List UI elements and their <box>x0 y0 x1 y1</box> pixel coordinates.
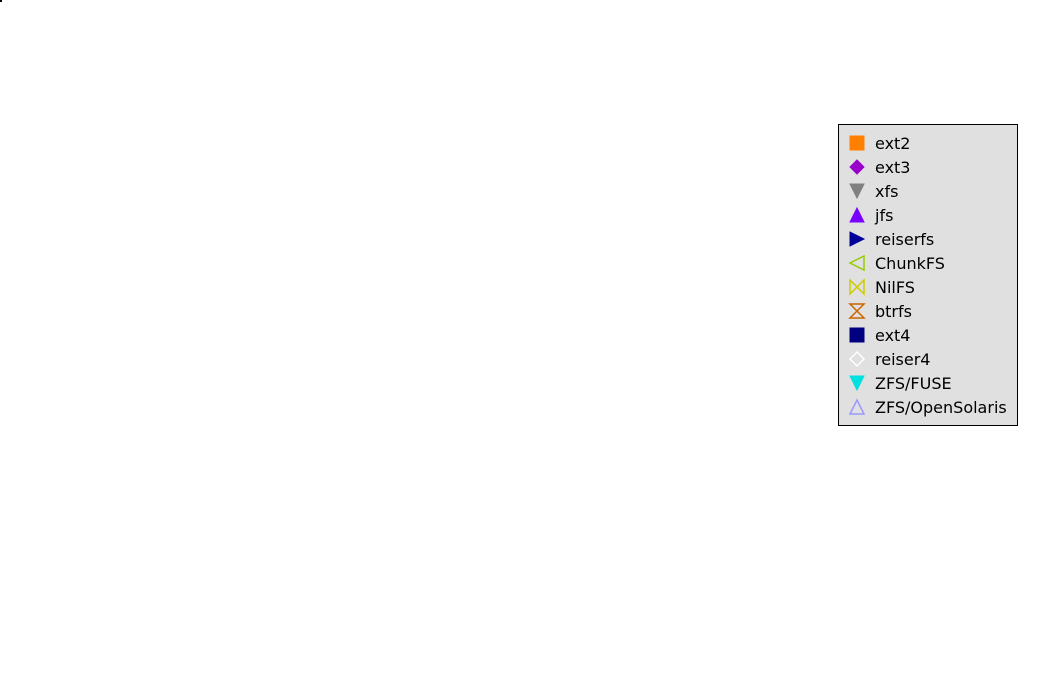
legend-item: ZFS/FUSE <box>845 371 1007 395</box>
legend-item: ext4 <box>845 323 1007 347</box>
legend-item: ext2 <box>845 131 1007 155</box>
legend-label: jfs <box>875 206 893 225</box>
plot-svg <box>0 0 300 150</box>
legend-label: NilFS <box>875 278 915 297</box>
legend-marker-icon <box>845 131 869 155</box>
legend-label: ZFS/OpenSolaris <box>875 398 1007 417</box>
legend-item: NilFS <box>845 275 1007 299</box>
legend-label: xfs <box>875 182 898 201</box>
legend: ext2 ext3 xfs jfs reiserfs ChunkFS NilFS btrfs e… <box>838 124 1018 426</box>
legend-label: ext3 <box>875 158 910 177</box>
legend-label: ext4 <box>875 326 910 345</box>
legend-marker-icon <box>845 323 869 347</box>
legend-label: ChunkFS <box>875 254 945 273</box>
legend-marker-icon <box>845 251 869 275</box>
series-line <box>165 84 301 150</box>
legend-marker-icon <box>845 299 869 323</box>
legend-item: jfs <box>845 203 1007 227</box>
legend-marker-icon <box>845 395 869 419</box>
legend-marker-icon <box>845 203 869 227</box>
legend-marker-icon <box>845 275 869 299</box>
legend-marker-icon <box>845 179 869 203</box>
legend-label: ext2 <box>875 134 910 153</box>
legend-marker-icon <box>845 347 869 371</box>
legend-item: reiser4 <box>845 347 1007 371</box>
legend-item: ZFS/OpenSolaris <box>845 395 1007 419</box>
legend-item: xfs <box>845 179 1007 203</box>
legend-item: ext3 <box>845 155 1007 179</box>
legend-marker-icon <box>845 155 869 179</box>
legend-item: ChunkFS <box>845 251 1007 275</box>
legend-item: btrfs <box>845 299 1007 323</box>
legend-label: btrfs <box>875 302 912 321</box>
legend-marker-icon <box>845 371 869 395</box>
legend-marker-icon <box>845 227 869 251</box>
legend-label: reiserfs <box>875 230 934 249</box>
legend-label: reiser4 <box>875 350 930 369</box>
legend-item: reiserfs <box>845 227 1007 251</box>
legend-label: ZFS/FUSE <box>875 374 952 393</box>
